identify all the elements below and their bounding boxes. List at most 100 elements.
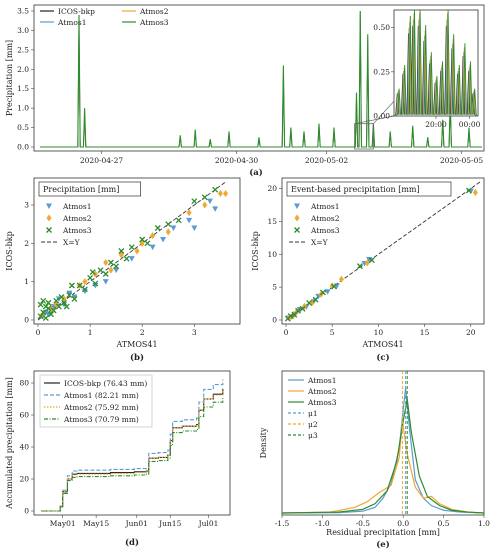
scatter-point-Atmos3 [89, 269, 96, 276]
scatter-point-Atmos3 [331, 283, 337, 290]
x-tick-label: May15 [83, 519, 109, 528]
series-line-Atmos3 [40, 10, 482, 148]
legend-label-Atmos1: Atmos1 (82.21 mm) [63, 391, 139, 400]
scatter-point-Atmos3 [63, 303, 70, 310]
y-tick-label: 10 [267, 250, 277, 259]
scatter-point-Atmos1 [206, 198, 213, 205]
panel-a-legend: ICOS-bkp Atmos1 Atmos2 Atmos3 [40, 7, 169, 27]
panel-e-ticks: -1.5 -1.0 -0.5 0.0 0.5 1.0 [275, 515, 490, 528]
x-tick-label: 10 [374, 328, 384, 337]
x-tick-label: May01 [50, 519, 76, 528]
scatter-point-Atmos1 [66, 290, 73, 297]
scatter-point-Atmos3 [139, 236, 146, 243]
scatter-point-Atmos2 [103, 259, 109, 266]
scatter-point-Atmos3 [58, 294, 65, 300]
y-tick-label: 3.5 [17, 7, 29, 16]
scatter-point-Atmos2 [472, 189, 478, 197]
panel-b-x-axis-label: ATMOS41 [115, 340, 157, 349]
chart-title: Event-based precipitation [mm] [291, 185, 420, 194]
legend-label-μ3: μ3 [308, 431, 318, 440]
y-tick-label: 1.5 [17, 84, 29, 93]
y-tick-label: 0.5 [17, 123, 29, 132]
legend-label-Atmos3: Atmos3 [310, 226, 340, 235]
x-tick-label: Jul01 [198, 519, 219, 528]
scatter-point-Atmos3 [154, 225, 161, 231]
panel-b-y-axis-label: ICOS-bkp [5, 231, 14, 270]
scatter-point-Atmos2 [108, 266, 114, 274]
y-tick-label: 2.0 [17, 65, 29, 74]
panel-d-caption: (d) [125, 537, 139, 548]
inset-y-tick-label: 0.50 [373, 23, 390, 32]
legend-label-Atmos1: Atmos1 [57, 18, 87, 27]
x-tick-label: 20 [466, 328, 476, 337]
y-tick-label: 3.0 [17, 26, 29, 35]
panel-a-series [40, 10, 482, 148]
panel-b-frame [33, 177, 241, 325]
panel-e-caption: (e) [376, 539, 389, 550]
y-tick-label: 0 [272, 316, 277, 325]
accumulated-line-Atmos3 [41, 397, 224, 512]
panel-d-frame [33, 370, 231, 516]
legend-label-μ1: μ1 [308, 409, 318, 418]
inset-zoom-box [354, 123, 374, 150]
legend-label-Atmos1: Atmos1 [62, 202, 92, 211]
y-tick-label: 3 [24, 201, 29, 210]
scatter-point-Atmos3 [165, 221, 172, 228]
density-line-Atmos1 [281, 387, 485, 514]
panel-d-series [41, 379, 224, 512]
scatter-point-Atmos1 [170, 225, 177, 231]
panel-a-y-axis-label: Precipitation [mm] [5, 40, 14, 116]
legend-marker-Atmos3 [294, 227, 300, 233]
scatter-point-Atmos2 [223, 190, 229, 197]
scatter-point-Atmos3 [50, 307, 57, 314]
y-tick-label: 1.0 [17, 104, 29, 113]
scatter-point-Atmos1 [102, 279, 109, 285]
panel-c-ticks: 0 5 10 15 20 0 5 10 15 20 [267, 184, 475, 337]
inset-series-line-Atmos2 [394, 13, 478, 117]
scatter-point-Atmos3 [42, 315, 49, 322]
scatter-point-Atmos3 [71, 295, 78, 302]
y-tick-label: 1 [24, 277, 29, 286]
panel-b-legend: Precipitation [mm] Atmos1 Atmos2 Atmos3 X=Y [38, 181, 141, 247]
y-tick-label: 0 [24, 316, 29, 325]
scatter-point-Atmos3 [87, 274, 94, 281]
scatter-point-Atmos3 [37, 313, 44, 320]
scatter-point-Atmos2 [134, 247, 140, 255]
scatter-point-Atmos3 [144, 240, 151, 247]
scatter-point-Atmos3 [312, 296, 319, 303]
scatter-point-Atmos3 [40, 309, 47, 316]
scatter-point-Atmos3 [40, 297, 47, 304]
panel-b-ticks: 0 1 2 3 0 1 2 3 [24, 201, 197, 338]
scatter-point-Atmos3 [356, 263, 363, 270]
panel-e-y-axis-label: Density [259, 427, 268, 458]
y-tick-label: 20 [19, 475, 29, 484]
x-tick-label: 0.5 [438, 519, 450, 528]
legend-label-Atmos2: Atmos2 [307, 387, 337, 396]
inset-x-tick-label: 00:00 [459, 120, 481, 129]
x-tick-label: 0.0 [397, 519, 409, 528]
legend-label-Atmos2: Atmos2 [62, 214, 92, 223]
scatter-point-Atmos3 [212, 186, 219, 193]
panel-c-legend: Event-based precipitation [mm] Atmos1 Atmo… [286, 181, 452, 247]
inset-connector [354, 115, 395, 125]
inset-series-line-Atmos3 [394, 9, 478, 117]
panel-a-inset: 0.00 0.25 0.50 20:00 00:00 [354, 9, 481, 150]
legend-label-μ2: μ2 [308, 420, 318, 429]
y-tick-label: 80 [19, 379, 29, 388]
panel-d-ticks: 0 20 40 60 80 May01 May15 Jun01 Jun15 Jul01 [19, 379, 218, 529]
x-tick-label: 5 [330, 328, 335, 337]
panel-e-x-axis-label: Residual precipitation [mm] [326, 528, 440, 537]
scatter-point-Atmos3 [118, 248, 125, 254]
scatter-point-Atmos2 [82, 278, 88, 286]
panel-e-frame [281, 370, 485, 516]
panel-b-scatter: 0 1 2 3 0 1 2 3 ATMOS41 ICOS-bkp Precipitation … [5, 177, 241, 363]
x-tick-label: 2020-05-02 [305, 156, 348, 165]
scatter-point-Atmos1 [191, 225, 198, 231]
legend-box [39, 374, 153, 428]
scatter-point-Atmos1 [128, 256, 135, 262]
x-tick-label: -1.0 [315, 519, 330, 528]
scatter-point-Atmos3 [37, 301, 44, 308]
panel-c-frame [281, 177, 485, 325]
panel-b-series [37, 181, 229, 322]
scatter-point-Atmos1 [324, 289, 331, 295]
